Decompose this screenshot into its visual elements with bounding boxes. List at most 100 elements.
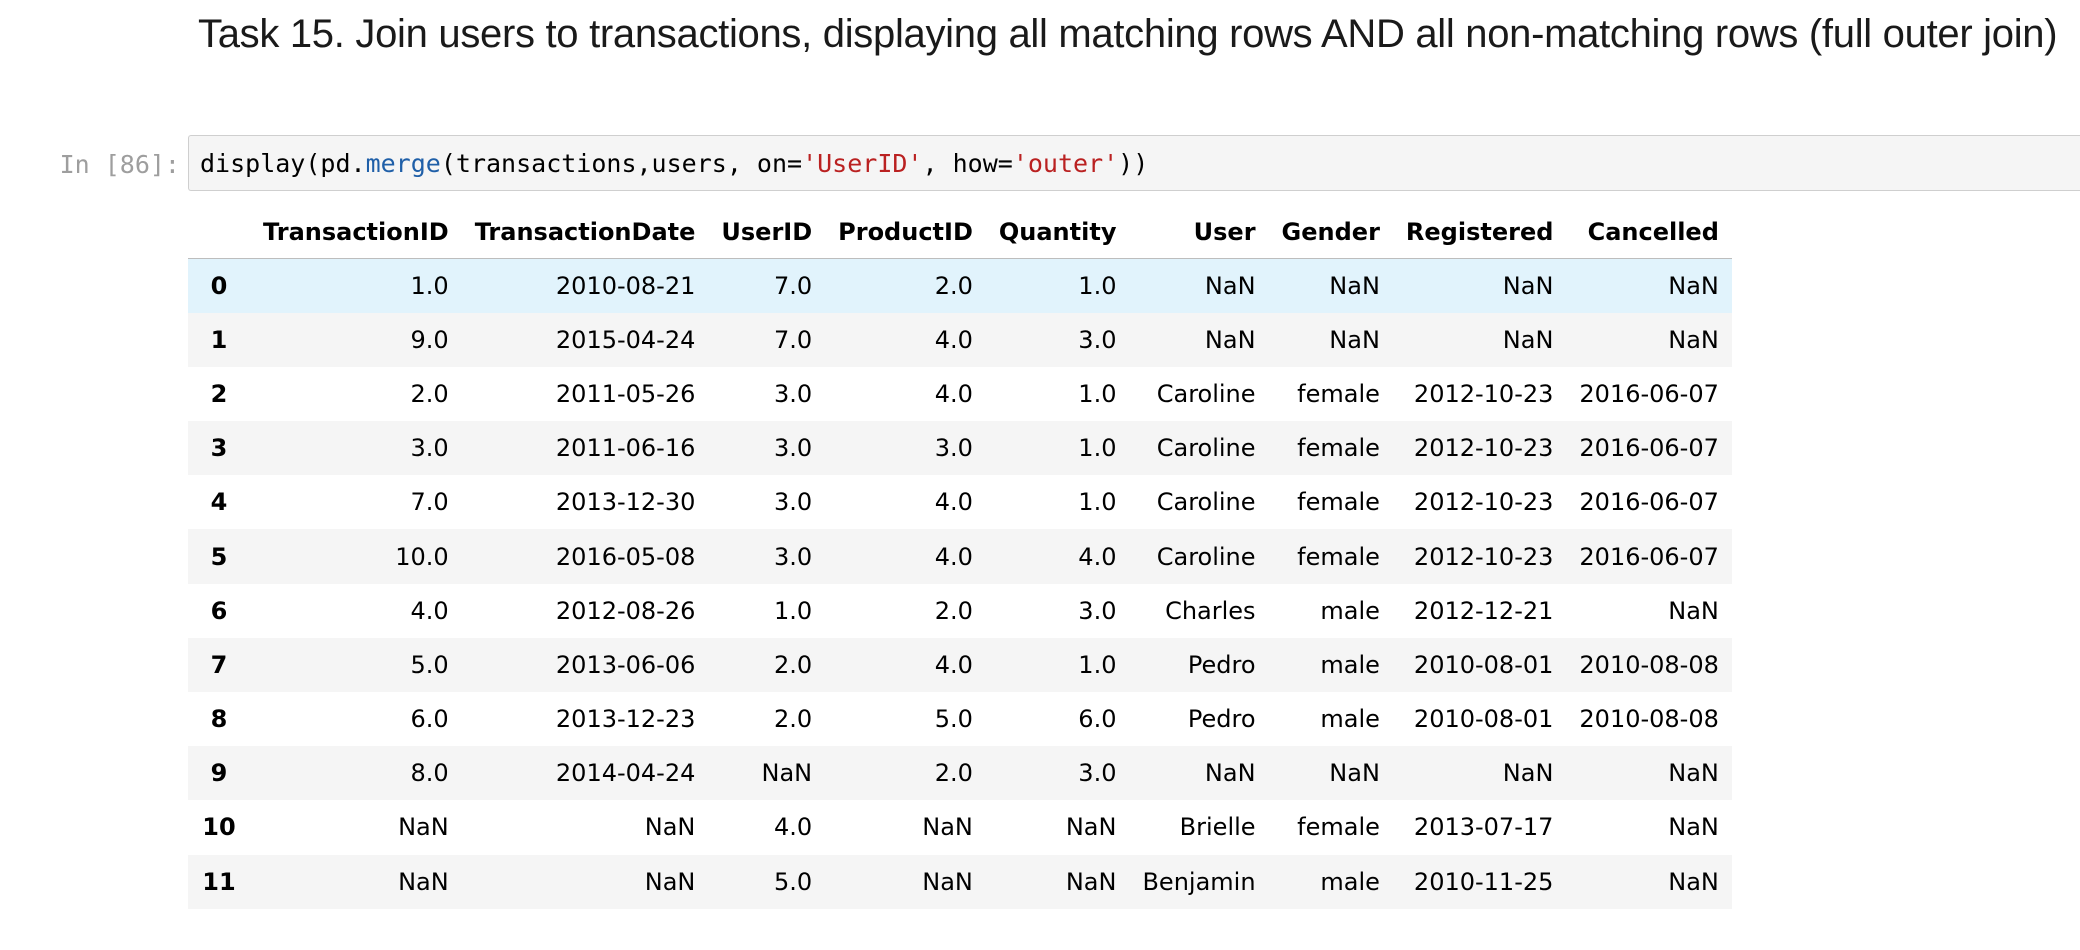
column-header: UserID <box>708 205 826 259</box>
table-row: 3 3.0 2011-06-16 3.0 3.0 1.0 Caroline female 201… <box>188 421 1732 476</box>
dataframe-table: TransactionID TransactionDate UserID Produc… <box>188 205 1732 909</box>
table-row: 11 NaN NaN 5.0 NaN NaN Benjamin male 2010-11-25 N… <box>188 854 1732 909</box>
code-token: 'outer' <box>1012 149 1119 178</box>
table-cell: 3.0 <box>773 542 813 571</box>
table-cell: 7.0 <box>773 271 813 300</box>
table-cell: 1.0 <box>1078 434 1117 463</box>
table-cell: 2013-06-06 <box>555 650 696 679</box>
row-index: 4 <box>210 488 228 517</box>
table-cell: 1.0 <box>773 596 813 625</box>
table-cell: 2.0 <box>410 379 449 408</box>
table-cell: 2015-04-24 <box>555 325 696 354</box>
index-header <box>188 205 250 259</box>
table-cell: 1.0 <box>1078 650 1117 679</box>
table-cell: 2012-08-26 <box>555 596 696 625</box>
table-cell: 2013-12-30 <box>555 488 696 517</box>
code-token: display(pd. <box>200 149 366 178</box>
table-cell: NaN <box>1204 325 1256 354</box>
table-cell: 2016-06-07 <box>1579 488 1719 517</box>
table-cell: 3.0 <box>773 488 813 517</box>
table-cell: 3.0 <box>773 379 813 408</box>
table-cell: male <box>1320 596 1380 625</box>
column-header: TransactionID <box>250 205 462 259</box>
table-row: 8 6.0 2013-12-23 2.0 5.0 6.0 Pedro male 2010-08-… <box>188 692 1732 747</box>
table-cell: female <box>1297 813 1380 842</box>
column-header: Gender <box>1268 205 1393 259</box>
table-cell: Caroline <box>1156 434 1256 463</box>
input-prompt: In [86]: <box>59 150 180 179</box>
code-line[interactable]: display(pd.merge(transactions,users, on=… <box>200 147 1148 181</box>
table-cell: 2010-11-25 <box>1413 867 1554 896</box>
table-cell: 1.0 <box>1078 379 1117 408</box>
table-cell: 3.0 <box>410 434 449 463</box>
table-cell: Benjamin <box>1142 867 1256 896</box>
table-row: 1 9.0 2015-04-24 7.0 4.0 3.0 NaN NaN NaN NaN <box>188 312 1732 367</box>
table-row: 5 10.0 2016-05-08 3.0 4.0 4.0 Caroline female 20… <box>188 529 1732 584</box>
table-cell: 4.0 <box>934 650 973 679</box>
table-cell: 2.0 <box>773 705 813 734</box>
table-row: 7 5.0 2013-06-06 2.0 4.0 1.0 Pedro male 2010-08-… <box>188 637 1732 692</box>
table-cell: 2.0 <box>934 271 973 300</box>
table-cell: 7.0 <box>773 325 813 354</box>
table-cell: 5.0 <box>410 650 449 679</box>
column-header: ProductID <box>825 205 986 259</box>
table-cell: 2.0 <box>934 596 973 625</box>
table-cell: 2011-06-16 <box>555 434 696 463</box>
row-index: 2 <box>210 379 228 408</box>
table-cell: Brielle <box>1179 813 1256 842</box>
markdown-cell[interactable]: Task 15. Join users to transactions, dis… <box>198 14 2058 55</box>
code-token: , how= <box>922 149 1013 178</box>
table-cell: 2013-07-17 <box>1413 813 1554 842</box>
table-cell: NaN <box>922 813 973 842</box>
table-cell: NaN <box>1204 759 1256 788</box>
table-cell: NaN <box>398 867 449 896</box>
table-cell: Charles <box>1165 596 1256 625</box>
column-header: Quantity <box>985 205 1130 259</box>
code-token: 'UserID' <box>802 149 923 178</box>
row-index: 0 <box>210 271 228 300</box>
row-index: 10 <box>202 813 236 842</box>
table-cell: NaN <box>1502 271 1554 300</box>
table-cell: 2016-06-07 <box>1579 379 1719 408</box>
table-cell: NaN <box>1668 759 1719 788</box>
table-cell: NaN <box>1329 759 1380 788</box>
table-cell: NaN <box>1668 325 1719 354</box>
table-cell: 3.0 <box>1078 596 1117 625</box>
table-cell: 4.0 <box>934 488 973 517</box>
row-index: 7 <box>210 650 228 679</box>
table-cell: 3.0 <box>1078 759 1117 788</box>
table-cell: male <box>1320 867 1380 896</box>
table-cell: female <box>1297 379 1380 408</box>
table-cell: NaN <box>1502 759 1554 788</box>
table-cell: 4.0 <box>1078 542 1117 571</box>
table-cell: NaN <box>398 813 449 842</box>
table-cell: NaN <box>761 759 813 788</box>
table-cell: 10.0 <box>395 542 449 571</box>
table-row: 0 1.0 2010-08-21 7.0 2.0 1.0 NaN NaN NaN NaN <box>188 258 1732 313</box>
row-index: 3 <box>210 434 228 463</box>
column-header: User <box>1129 205 1269 259</box>
table-cell: female <box>1297 488 1380 517</box>
code-cell-editor[interactable]: display(pd.merge(transactions,users, on=… <box>188 135 2080 191</box>
table-cell: NaN <box>1065 867 1117 896</box>
table-cell: 6.0 <box>410 705 449 734</box>
table-cell: 9.0 <box>410 325 449 354</box>
table-cell: 3.0 <box>934 434 973 463</box>
table-cell: 2.0 <box>773 650 813 679</box>
row-index: 1 <box>210 325 228 354</box>
table-cell: Pedro <box>1187 705 1256 734</box>
table-cell: NaN <box>1668 271 1719 300</box>
table-cell: NaN <box>644 813 696 842</box>
table-cell: 2010-08-21 <box>555 271 696 300</box>
table-cell: 3.0 <box>1078 325 1117 354</box>
table-cell: 1.0 <box>410 271 449 300</box>
table-row: 2 2.0 2011-05-26 3.0 4.0 1.0 Caroline female 201… <box>188 366 1732 422</box>
table-cell: 2010-08-08 <box>1579 650 1719 679</box>
table-cell: NaN <box>1668 596 1719 625</box>
table-cell: 3.0 <box>773 434 813 463</box>
table-cell: 4.0 <box>934 325 973 354</box>
table-row: 9 8.0 2014-04-24 NaN 2.0 3.0 NaN NaN NaN NaN <box>188 746 1732 801</box>
code-token: (transactions,users, on= <box>440 149 803 178</box>
row-index: 5 <box>210 542 228 571</box>
column-header: Cancelled <box>1566 205 1732 259</box>
